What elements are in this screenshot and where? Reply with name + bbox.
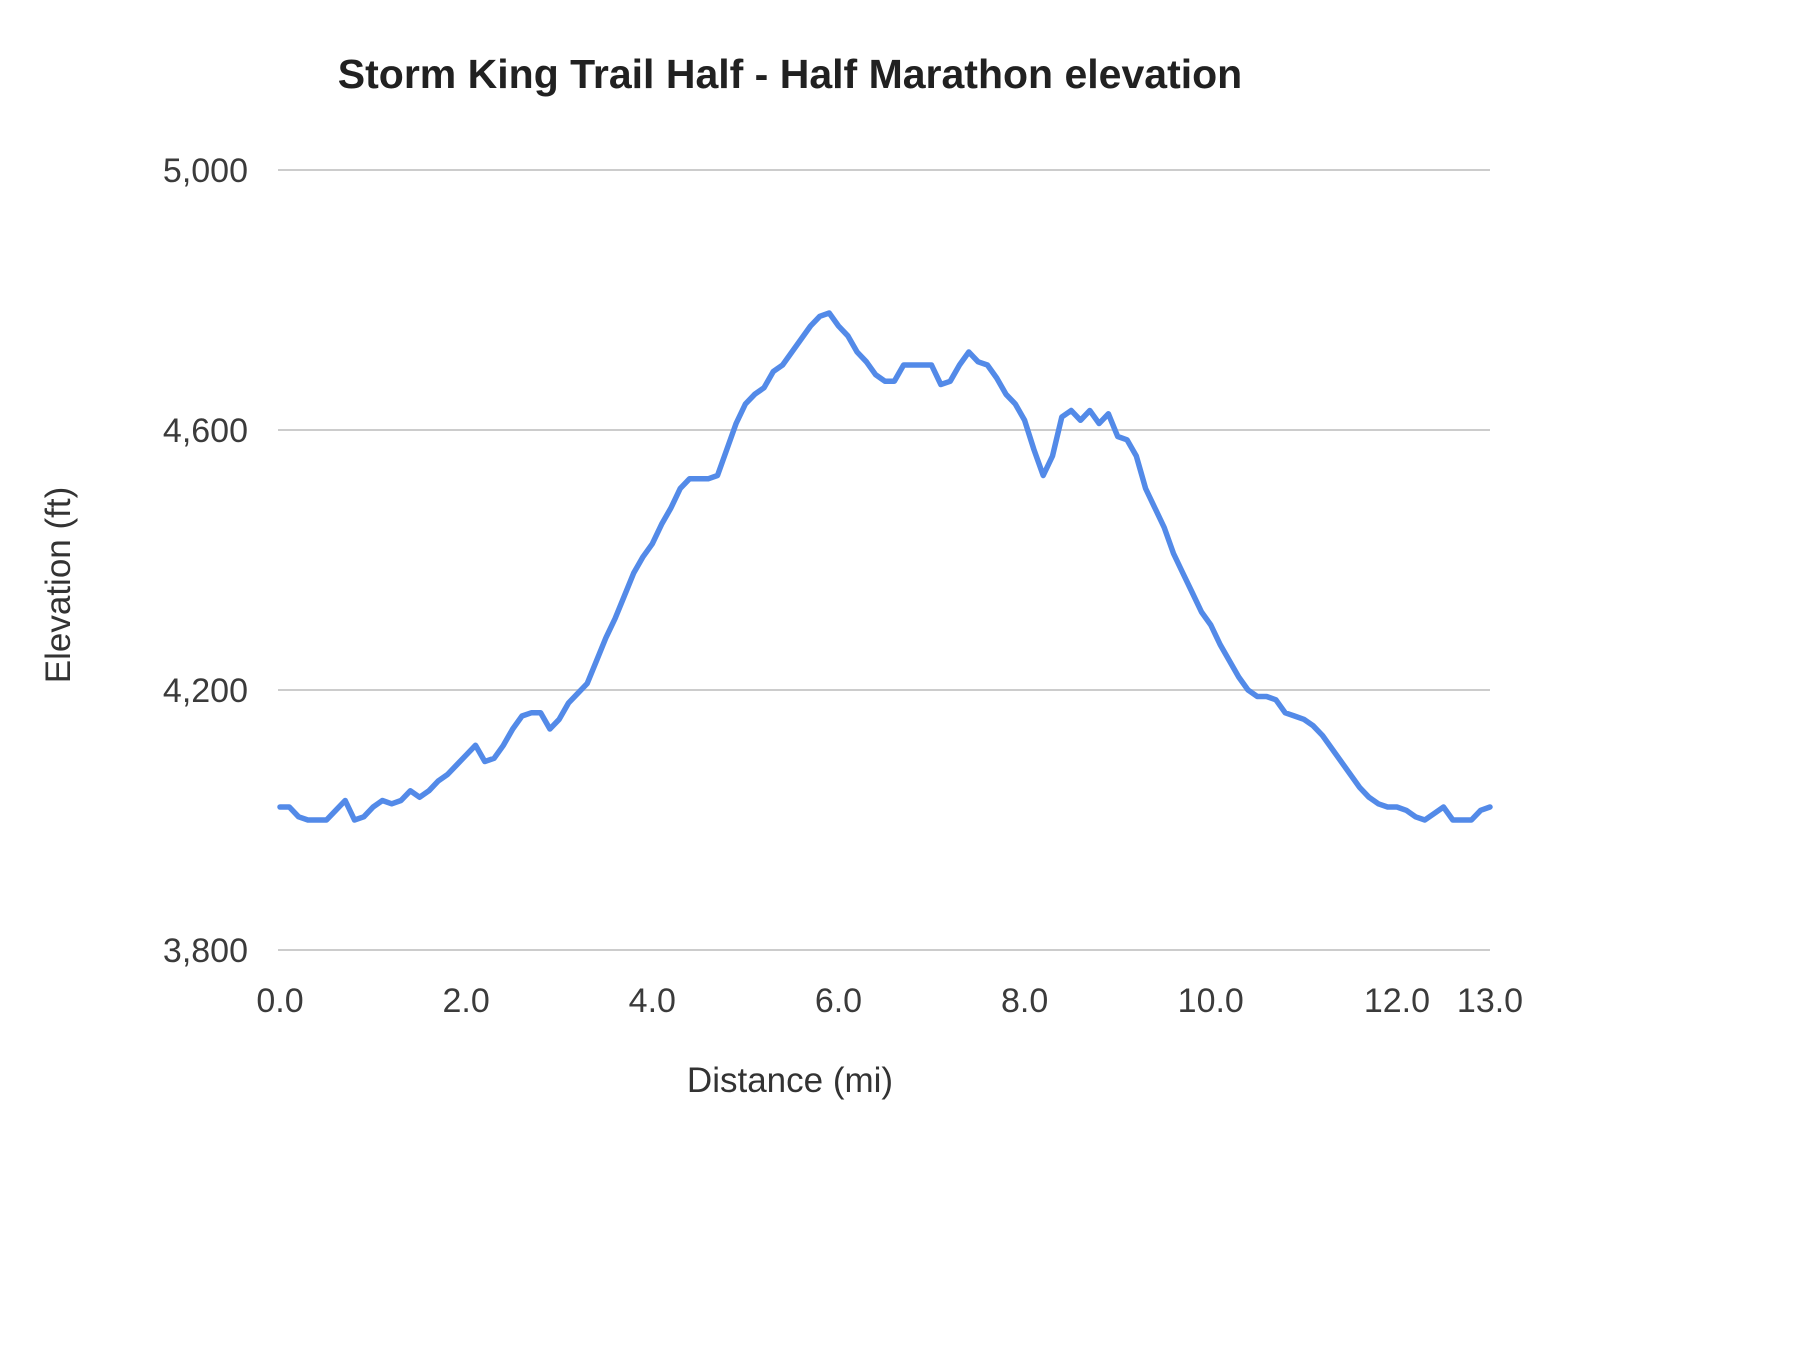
x-tick-label-4.0: 4.0	[629, 982, 676, 1020]
x-tick-label-10.0: 10.0	[1178, 982, 1244, 1020]
y-tick-label-4200: 4,200	[163, 672, 248, 710]
x-tick-label-0.0: 0.0	[256, 982, 303, 1020]
y-tick-label-5000: 5,000	[163, 152, 248, 190]
x-tick-label-2.0: 2.0	[443, 982, 490, 1020]
x-tick-label-13.0: 13.0	[1457, 982, 1523, 1020]
x-tick-label-12.0: 12.0	[1364, 982, 1430, 1020]
elevation-line-series	[277, 310, 1493, 823]
x-axis-title: Distance (mi)	[687, 1061, 893, 1100]
y-axis-tick-labels: 3,800 4,200 4,600 5,000	[163, 152, 248, 970]
x-axis-tick-labels: 0.0 2.0 4.0 6.0 8.0 10.0 12.0 13.0	[256, 982, 1523, 1020]
y-tick-label-4600: 4,600	[163, 412, 248, 450]
y-tick-label-3800: 3,800	[163, 932, 248, 970]
gridlines	[278, 169, 1490, 951]
x-tick-label-8.0: 8.0	[1001, 982, 1048, 1020]
y-axis-title: Elevation (ft)	[39, 487, 78, 683]
chart-title: Storm King Trail Half - Half Marathon el…	[338, 51, 1242, 97]
x-tick-label-6.0: 6.0	[815, 982, 862, 1020]
